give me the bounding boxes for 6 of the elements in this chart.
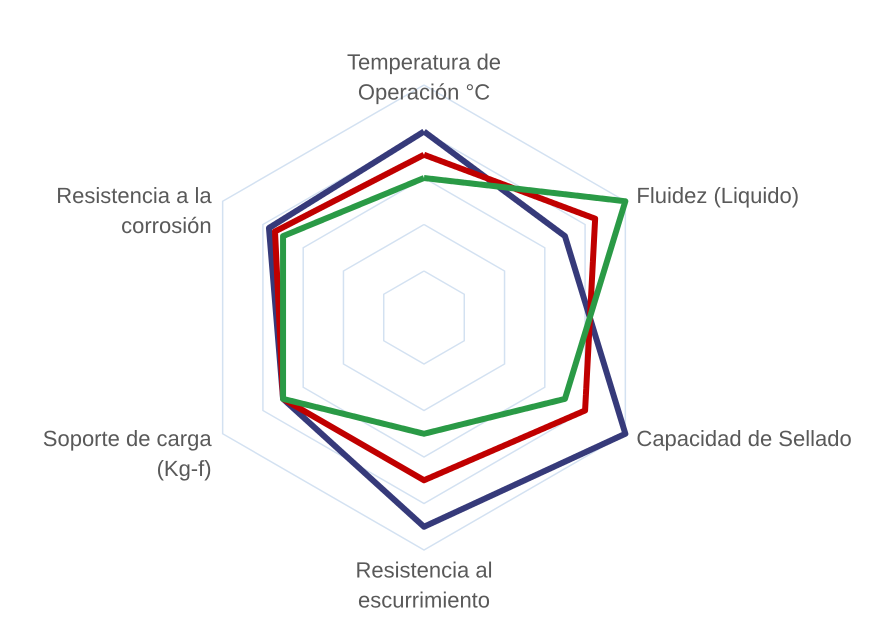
spoke-label: Soporte de carga (Kg-f): [42, 426, 212, 481]
spoke-label: Fluidez (Liquido): [636, 183, 800, 208]
spoke-label: Temperatura de Operación °C: [346, 50, 502, 105]
spoke-label: Resistencia al escurrimiento: [356, 557, 492, 612]
spoke-label: Capacidad de Sellado: [636, 426, 852, 451]
spoke-label: Resistencia a la corrosión: [56, 183, 212, 238]
